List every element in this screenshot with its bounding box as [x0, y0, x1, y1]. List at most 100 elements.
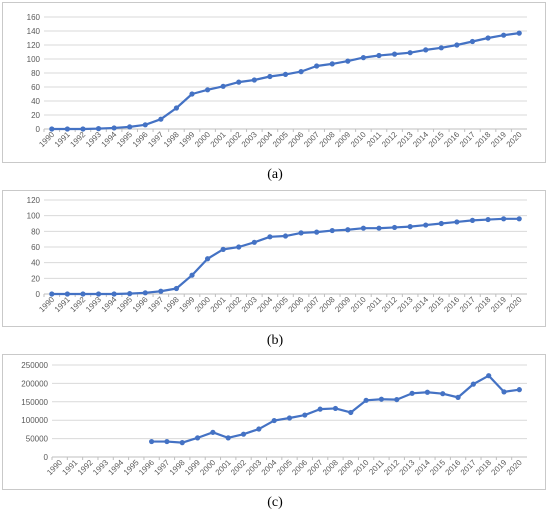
x-tick-label: 2009 [333, 130, 352, 149]
chart-a: 0204060801001201401601990199119921993199… [27, 13, 527, 149]
data-point [516, 216, 522, 222]
data-point [314, 63, 320, 69]
y-tick-label: 120 [27, 196, 41, 205]
data-point [80, 126, 86, 132]
data-point [407, 50, 413, 56]
y-tick-label: 200000 [21, 379, 48, 388]
data-point [516, 387, 522, 393]
y-tick-label: 40 [31, 97, 40, 106]
x-tick-label: 2010 [352, 458, 371, 477]
x-tick-label: 2003 [240, 130, 259, 149]
data-point [376, 225, 382, 231]
y-tick-label: 120 [27, 41, 41, 50]
x-tick-label: 1996 [137, 458, 156, 477]
x-tick-label: 2012 [380, 295, 399, 314]
x-tick-label: 2016 [444, 458, 463, 477]
data-point [363, 397, 369, 403]
data-point [210, 429, 216, 435]
data-point [469, 217, 476, 223]
x-tick-label: 1994 [106, 458, 125, 477]
x-tick-label: 1992 [76, 458, 95, 477]
y-tick-label: 250000 [21, 361, 48, 370]
x-tick-label: 2020 [505, 295, 524, 314]
x-tick-label: 2019 [489, 295, 508, 314]
x-tick-label: 2018 [474, 130, 493, 149]
x-tick-label: 2006 [290, 458, 309, 477]
x-tick-label: 2008 [318, 295, 337, 314]
data-point [220, 83, 226, 89]
data-point [158, 116, 164, 122]
y-tick-label: 0 [36, 290, 41, 299]
x-tick-label: 2004 [255, 130, 274, 149]
x-tick-label: 2003 [244, 458, 263, 477]
x-tick-label: 1997 [146, 295, 165, 314]
x-tick-label: 1995 [115, 295, 134, 314]
data-point [409, 390, 415, 396]
data-point [454, 42, 460, 48]
x-tick-label: 2014 [413, 458, 432, 477]
data-point [485, 216, 491, 223]
x-tick-label: 1998 [162, 295, 181, 314]
data-point [164, 438, 170, 445]
data-point [348, 409, 354, 416]
data-point [240, 431, 247, 437]
data-point [440, 391, 446, 397]
data-point [64, 291, 70, 297]
data-point [267, 234, 273, 240]
data-point [189, 91, 195, 97]
chart-panel-b [2, 190, 546, 327]
y-tick-label: 140 [27, 27, 41, 36]
data-point [360, 55, 367, 61]
data-point [317, 406, 323, 412]
data-point [173, 285, 180, 292]
data-point [282, 233, 289, 239]
data-point [394, 396, 400, 403]
data-point [501, 32, 507, 38]
data-point [271, 417, 277, 424]
data-point [298, 230, 304, 236]
x-tick-label: 2020 [505, 130, 524, 149]
data-point [236, 79, 242, 85]
x-tick-label: 2017 [458, 130, 477, 149]
x-tick-label: 2012 [380, 130, 399, 149]
x-tick-label: 1990 [37, 130, 56, 149]
y-tick-label: 0 [44, 453, 49, 462]
data-point [267, 73, 273, 80]
data-point [49, 291, 55, 297]
data-point [173, 105, 180, 111]
data-point [485, 35, 491, 41]
x-tick-label: 2002 [224, 130, 243, 149]
x-tick-label: 2015 [427, 295, 446, 314]
data-point [95, 126, 102, 132]
data-point [111, 125, 117, 131]
x-tick-label: 2002 [224, 295, 243, 314]
chart-panel-a [2, 2, 546, 163]
x-tick-label: 2017 [459, 458, 478, 477]
x-tick-label: 2001 [214, 458, 233, 477]
x-tick-label: 2012 [382, 458, 401, 477]
x-tick-label: 2000 [198, 458, 217, 477]
x-tick-label: 1992 [68, 130, 87, 149]
data-point [332, 405, 339, 412]
caption-c: (c) [267, 495, 283, 510]
data-point [158, 288, 164, 294]
x-tick-label: 2000 [193, 130, 212, 149]
x-tick-label: 1998 [168, 458, 187, 477]
x-tick-label: 2001 [209, 130, 228, 149]
x-tick-label: 1992 [68, 295, 87, 314]
x-tick-label: 2018 [474, 458, 493, 477]
y-tick-label: 100000 [21, 416, 48, 425]
caption-a: (a) [267, 167, 283, 182]
data-point [345, 58, 351, 64]
data-point [391, 51, 398, 57]
y-tick-label: 60 [31, 243, 40, 252]
x-tick-label: 2007 [302, 295, 321, 314]
data-point [142, 290, 148, 296]
y-tick-label: 50000 [26, 435, 49, 444]
x-tick-label: 2009 [336, 458, 355, 477]
y-tick-label: 150000 [21, 398, 48, 407]
x-tick-label: 2011 [367, 458, 386, 477]
data-point [438, 220, 444, 227]
data-point [423, 47, 429, 53]
data-point [424, 389, 431, 395]
